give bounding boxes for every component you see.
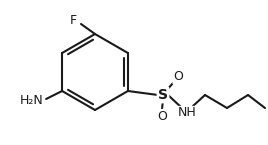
Text: S: S [158, 88, 168, 102]
Text: O: O [173, 70, 183, 84]
Text: NH: NH [178, 106, 196, 119]
Text: O: O [157, 109, 167, 123]
Text: F: F [69, 14, 77, 28]
Text: H₂N: H₂N [20, 95, 44, 107]
